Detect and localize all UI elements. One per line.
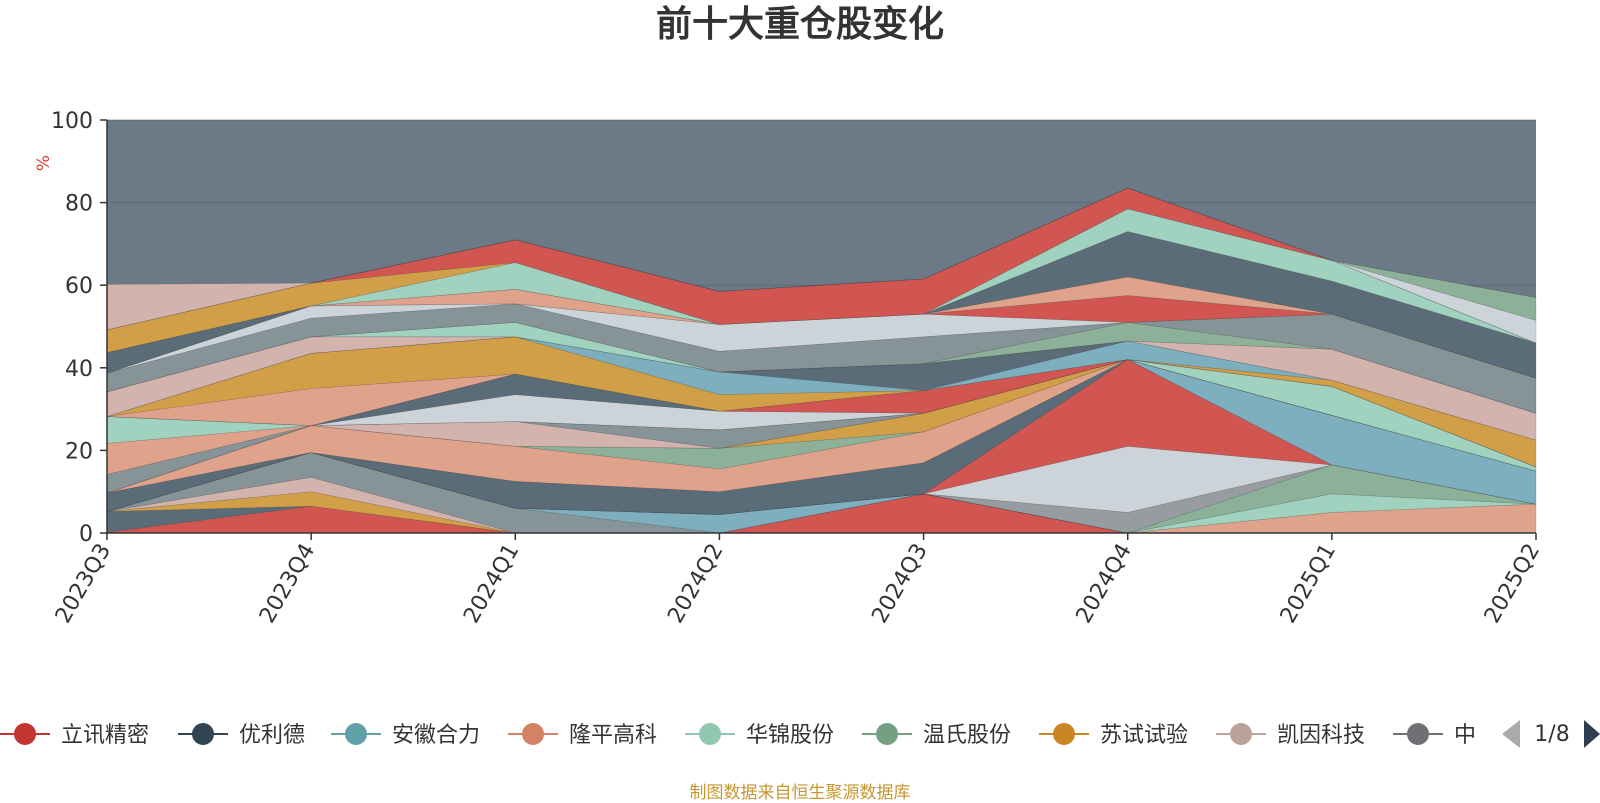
- x-tick-label: 2024Q4: [1072, 540, 1137, 628]
- legend-item[interactable]: 苏试试验: [1039, 723, 1188, 748]
- area-series-41: [106, 187, 1537, 331]
- legend-marker-icon: [1407, 723, 1429, 745]
- area-series-26: [106, 336, 1537, 468]
- area-series-40: [106, 187, 1537, 344]
- legend-marker-icon: [1230, 723, 1252, 745]
- area-series-32: [106, 303, 1537, 414]
- y-tick-label: 80: [65, 192, 93, 217]
- legend-label: 温氏股份: [923, 723, 1011, 748]
- chart-title: 前十大重仓股变化: [656, 3, 944, 45]
- x-tick-label: 2023Q4: [255, 540, 320, 628]
- legend-marker-icon: [876, 723, 898, 745]
- triangle-left-icon[interactable]: [1502, 720, 1520, 748]
- area-series-29: [106, 336, 1537, 441]
- legend-marker-icon: [14, 723, 36, 745]
- legend-label: 凯因科技: [1277, 723, 1365, 748]
- y-axis-unit-label: %: [34, 155, 54, 171]
- y-tick-label: 100: [51, 109, 93, 134]
- legend-item[interactable]: 安徽合力: [331, 723, 480, 748]
- area-series-21: [106, 359, 1537, 472]
- source-note: 制图数据来自恒生聚源数据库: [689, 783, 911, 803]
- plot-area: [106, 119, 1537, 534]
- legend-page-indicator: 1/8: [1534, 722, 1569, 747]
- legend-marker-icon: [192, 723, 214, 745]
- legend-item[interactable]: 优利德: [178, 723, 305, 748]
- y-tick-label: 40: [65, 357, 93, 382]
- legend-label: 安徽合力: [392, 723, 480, 748]
- legend-label: 华锦股份: [746, 723, 834, 748]
- legend-label: 苏试试验: [1100, 723, 1188, 748]
- area-series-38: [106, 208, 1537, 353]
- area-series-42: [106, 187, 1537, 331]
- legend-marker-icon: [345, 723, 367, 745]
- x-tick-label: 2024Q1: [459, 540, 524, 628]
- legend-item[interactable]: 华锦股份: [685, 723, 834, 748]
- x-tick-label: 2025Q1: [1276, 540, 1341, 628]
- legend-marker-icon: [699, 723, 721, 745]
- legend-label: 立讯精密: [61, 723, 149, 748]
- y-tick-label: 60: [65, 274, 93, 299]
- legend-marker-icon: [522, 723, 544, 745]
- x-tick-label: 2024Q2: [663, 540, 728, 628]
- y-tick-label: 20: [65, 439, 93, 464]
- legend-item[interactable]: 立讯精密: [0, 723, 149, 748]
- legend-label: 优利德: [239, 723, 305, 748]
- x-tick-label: 2024Q3: [867, 540, 932, 628]
- legend-marker-icon: [1053, 723, 1075, 745]
- y-tick-label: 0: [79, 522, 93, 547]
- x-tick-label: 2025Q2: [1480, 540, 1545, 628]
- legend-item[interactable]: 隆平高科: [508, 723, 657, 748]
- legend-item[interactable]: 凯因科技: [1216, 723, 1365, 748]
- legend-item[interactable]: 温氏股份: [862, 723, 1011, 748]
- x-tick-label: 2023Q3: [51, 540, 116, 628]
- legend-label: 隆平高科: [569, 723, 657, 748]
- legend-item[interactable]: 中: [1393, 723, 1476, 748]
- area-series-36: [106, 231, 1537, 379]
- legend: 立讯精密 优利德 安徽合力 隆平高科 华锦股份 温氏股份 苏试试验 凯因科技 中: [0, 723, 1476, 748]
- legend-pager: 1/8: [1502, 720, 1600, 748]
- triangle-right-icon[interactable]: [1584, 720, 1600, 748]
- legend-label: 中: [1454, 723, 1476, 748]
